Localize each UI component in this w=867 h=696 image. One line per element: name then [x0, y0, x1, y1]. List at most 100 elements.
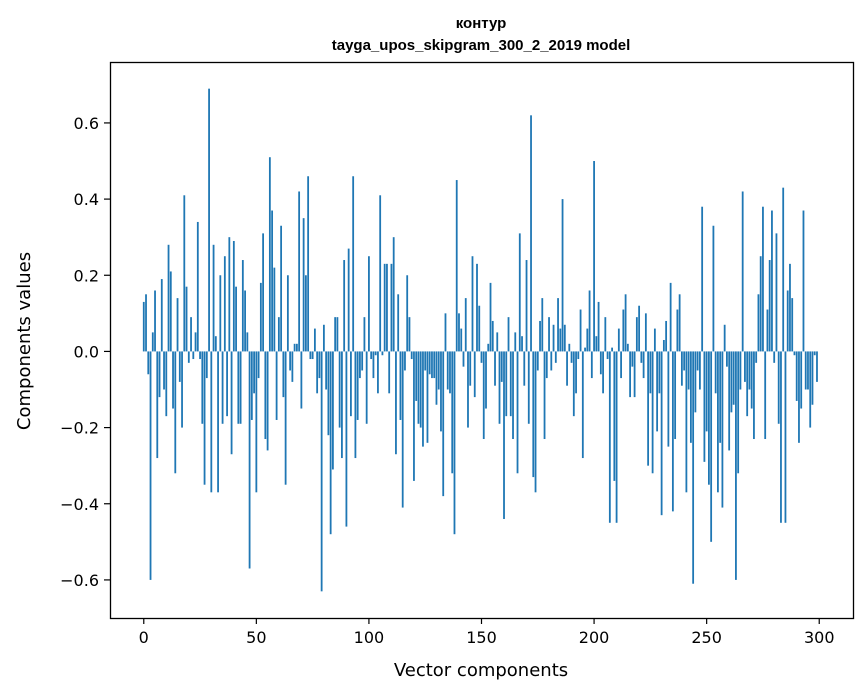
bar-110 — [390, 263, 393, 352]
bar-177 — [541, 298, 544, 352]
bar-66 — [291, 351, 294, 382]
bar-180 — [548, 317, 550, 352]
bar-144 — [467, 351, 469, 428]
bar-109 — [388, 351, 391, 394]
bar-69 — [298, 191, 301, 352]
bar-140 — [458, 313, 460, 352]
bar-65 — [289, 351, 292, 371]
bar-291 — [798, 351, 800, 443]
bar-17 — [181, 351, 183, 428]
bar-14 — [174, 351, 177, 474]
bar-72 — [304, 275, 307, 352]
bar-104 — [377, 351, 379, 394]
bar-142 — [462, 351, 465, 367]
bar-108 — [386, 263, 388, 352]
bar-154 — [489, 282, 492, 352]
bar-265 — [739, 351, 742, 390]
bar-169 — [523, 351, 526, 386]
bar-259 — [726, 351, 728, 367]
bar-59 — [275, 351, 278, 420]
bar-130 — [435, 351, 438, 405]
bar-129 — [433, 351, 436, 379]
bar-74 — [309, 351, 312, 360]
bar-277 — [766, 309, 769, 352]
bar-252 — [710, 351, 713, 542]
bar-225 — [649, 351, 652, 394]
bar-175 — [536, 351, 539, 371]
bar-40 — [232, 240, 235, 352]
bar-16 — [178, 351, 181, 382]
bar-296 — [809, 351, 812, 428]
bar-13 — [172, 351, 174, 409]
bar-137 — [451, 351, 454, 474]
bar-233 — [667, 351, 670, 447]
bar-243 — [689, 351, 692, 443]
bar-166 — [516, 351, 519, 474]
bar-45 — [244, 290, 246, 352]
bar-266 — [741, 191, 744, 352]
bar-202 — [597, 301, 600, 352]
bar-63 — [284, 351, 287, 485]
bar-52 — [259, 282, 262, 352]
bar-299 — [816, 351, 818, 382]
bar-23 — [194, 332, 197, 352]
chart-subtitle: tayga_upos_skipgram_300_2_2019 model — [332, 37, 631, 54]
bar-282 — [777, 351, 780, 424]
bar-77 — [316, 351, 319, 394]
bar-125 — [424, 351, 427, 371]
bar-196 — [584, 347, 586, 352]
bar-262 — [732, 351, 735, 405]
bar-37 — [226, 351, 228, 417]
bar-153 — [487, 343, 490, 352]
bar-92 — [350, 351, 352, 417]
bar-278 — [768, 260, 771, 352]
bar-268 — [746, 351, 749, 417]
bar-134 — [444, 313, 447, 352]
bar-101 — [370, 351, 373, 360]
bar-190 — [570, 351, 573, 363]
y-tick-label: −0.6 — [60, 571, 99, 590]
y-tick-label: −0.4 — [60, 495, 99, 514]
bar-284 — [782, 187, 785, 352]
bar-56 — [268, 157, 271, 352]
bar-96 — [359, 351, 361, 379]
bar-55 — [266, 351, 269, 451]
bar-58 — [273, 267, 276, 352]
bar-19 — [185, 286, 188, 352]
bar-272 — [755, 351, 758, 363]
x-tick-label: 150 — [466, 628, 497, 647]
bar-147 — [473, 351, 476, 398]
bar-203 — [599, 351, 602, 375]
bar-62 — [282, 351, 285, 398]
bar-267 — [744, 351, 746, 382]
bar-245 — [694, 351, 697, 413]
bar-43 — [239, 351, 242, 424]
bar-221 — [640, 351, 643, 363]
bar-44 — [241, 260, 244, 352]
bar-111 — [392, 237, 395, 352]
bar-49 — [253, 351, 255, 394]
bar-287 — [789, 263, 791, 352]
bar-281 — [775, 233, 778, 352]
bar-9 — [163, 351, 165, 390]
bar-172 — [530, 115, 532, 352]
bar-244 — [692, 351, 695, 584]
bar-226 — [651, 351, 654, 474]
bar-250 — [705, 351, 708, 432]
bar-82 — [327, 351, 330, 436]
y-tick-label: 0.6 — [74, 114, 99, 133]
bar-35 — [221, 351, 224, 424]
bar-263 — [735, 351, 737, 580]
x-axis-label: Vector components — [394, 660, 568, 681]
bar-93 — [352, 176, 355, 352]
bar-253 — [712, 225, 715, 352]
bar-38 — [228, 237, 231, 352]
bar-121 — [415, 351, 418, 401]
bar-112 — [395, 351, 397, 455]
bar-210 — [615, 351, 618, 523]
bar-242 — [687, 351, 690, 390]
bars-group — [142, 88, 818, 592]
bar-231 — [662, 340, 665, 352]
bar-148 — [476, 263, 478, 352]
bar-70 — [300, 351, 303, 409]
